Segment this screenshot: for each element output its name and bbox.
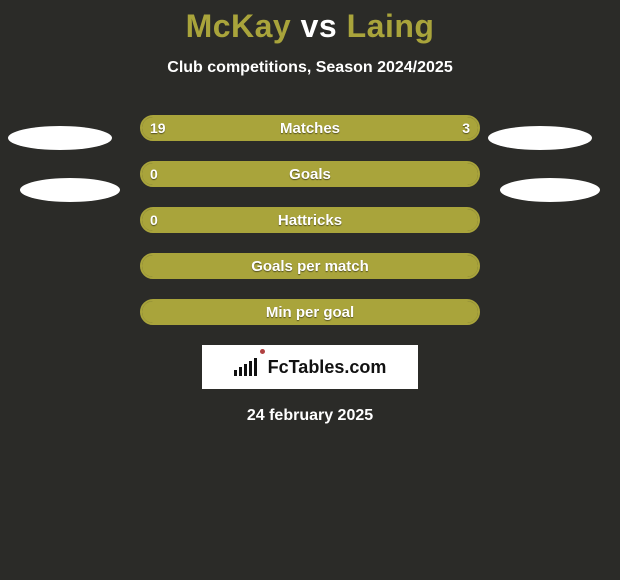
stat-bar-track: Min per goal bbox=[140, 299, 480, 325]
stat-bar-track: Goals bbox=[140, 161, 480, 187]
placeholder-ellipse bbox=[8, 126, 112, 150]
stat-label: Min per goal bbox=[142, 301, 478, 323]
date-text: 24 february 2025 bbox=[0, 407, 620, 425]
stat-value-left: 0 bbox=[150, 161, 158, 187]
placeholder-ellipse bbox=[20, 178, 120, 202]
stat-row: Hattricks0 bbox=[0, 207, 620, 233]
stat-label: Goals per match bbox=[142, 255, 478, 277]
stat-label: Goals bbox=[142, 163, 478, 185]
fctables-logo: FcTables.com bbox=[202, 345, 418, 389]
stat-value-left: 0 bbox=[150, 207, 158, 233]
stat-row: Min per goal bbox=[0, 299, 620, 325]
logo-text: FcTables.com bbox=[268, 357, 387, 378]
placeholder-ellipse bbox=[500, 178, 600, 202]
comparison-title: McKay vs Laing bbox=[0, 0, 620, 45]
stat-row: Goals per match bbox=[0, 253, 620, 279]
logo-dot-icon bbox=[260, 349, 265, 354]
logo-bars-icon bbox=[234, 358, 257, 376]
stat-bar-track: Goals per match bbox=[140, 253, 480, 279]
vs-text: vs bbox=[301, 8, 338, 44]
stat-label: Hattricks bbox=[142, 209, 478, 231]
subtitle: Club competitions, Season 2024/2025 bbox=[0, 59, 620, 77]
stat-bar-track: Matches bbox=[140, 115, 480, 141]
placeholder-ellipse bbox=[488, 126, 592, 150]
stat-label: Matches bbox=[142, 117, 478, 139]
stat-value-left: 19 bbox=[150, 115, 166, 141]
player2-name: Laing bbox=[347, 8, 435, 44]
stat-bar-track: Hattricks bbox=[140, 207, 480, 233]
stat-value-right: 3 bbox=[462, 115, 470, 141]
player1-name: McKay bbox=[186, 8, 292, 44]
